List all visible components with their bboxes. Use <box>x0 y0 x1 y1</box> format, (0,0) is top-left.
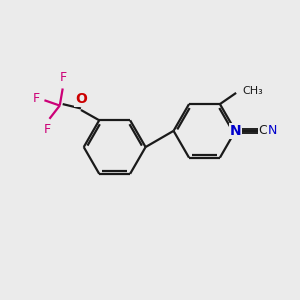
Text: O: O <box>75 92 87 106</box>
Text: CH₃: CH₃ <box>243 86 263 96</box>
Text: F: F <box>33 92 40 105</box>
Text: N: N <box>268 124 278 137</box>
Text: F: F <box>44 123 51 136</box>
Text: F: F <box>60 71 67 84</box>
Text: N: N <box>230 124 241 138</box>
Text: C: C <box>259 124 267 137</box>
